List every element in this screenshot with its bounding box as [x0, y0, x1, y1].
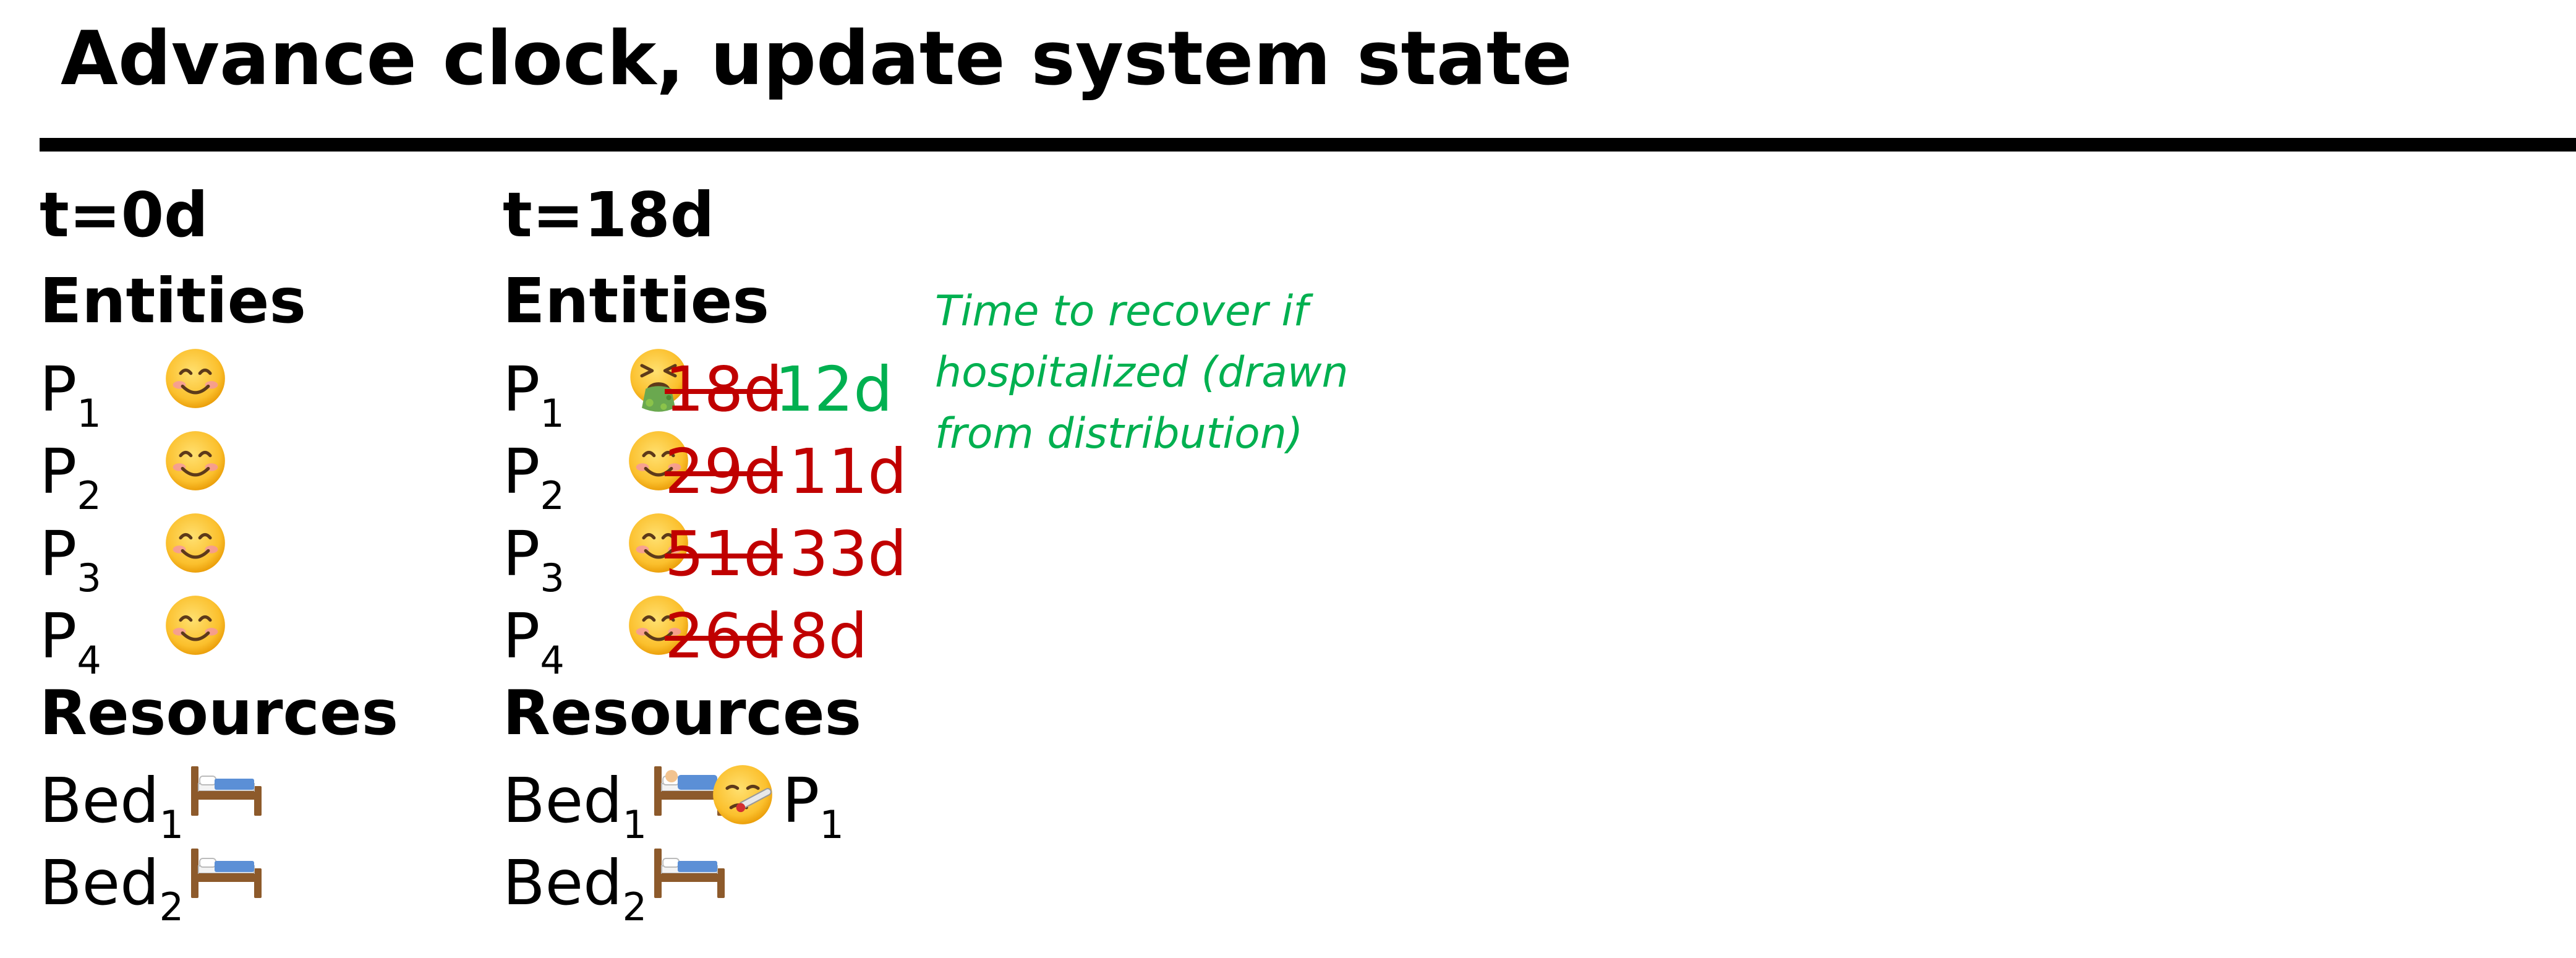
- time-label: t=0d: [40, 179, 208, 251]
- bed-occupant-label: P1: [782, 764, 844, 847]
- entity-label: P3: [503, 518, 565, 601]
- previous-recovery-time: 29d: [665, 435, 783, 508]
- updated-recovery-time: 12d: [775, 353, 893, 426]
- page-title: Advance clock, update system state: [61, 16, 1572, 102]
- smiling-face-icon: [629, 596, 688, 655]
- time-label: t=18d: [503, 179, 715, 251]
- previous-recovery-time: 18d: [665, 353, 783, 426]
- updated-recovery-time: 8d: [789, 600, 868, 672]
- smiling-face-icon: [629, 513, 688, 573]
- updated-recovery-time: 11d: [789, 435, 907, 508]
- bed-icon: [191, 766, 262, 816]
- bed-icon: [654, 849, 725, 898]
- smiling-face-icon: [166, 513, 225, 573]
- resources-heading: Resources: [40, 677, 399, 749]
- entity-label: P2: [40, 435, 101, 518]
- bed-icon: [191, 849, 262, 898]
- entities-heading: Entities: [503, 265, 770, 337]
- smiling-face-icon: [166, 349, 225, 408]
- updated-recovery-time: 33d: [789, 518, 907, 590]
- previous-recovery-time: 51d: [665, 518, 783, 590]
- previous-recovery-time: 26d: [665, 600, 783, 672]
- recovery-time-note: Time to recover if hospitalized (drawn f…: [935, 287, 1349, 458]
- resource-label: Bed2: [40, 847, 184, 930]
- bed-with-sleeper-icon: [654, 766, 725, 816]
- smiling-face-icon: [166, 431, 225, 490]
- resource-label: Bed2: [503, 847, 647, 930]
- resources-heading: Resources: [503, 677, 862, 749]
- resource-label: Bed1: [503, 764, 647, 847]
- entity-label: P3: [40, 518, 101, 601]
- entity-label: P1: [503, 353, 565, 436]
- entity-label: P4: [40, 600, 101, 683]
- face-with-thermometer-icon: [713, 765, 772, 824]
- entities-heading: Entities: [40, 265, 307, 337]
- entity-label: P4: [503, 600, 565, 683]
- title-divider: [40, 138, 2576, 152]
- resource-label: Bed1: [40, 764, 184, 847]
- smiling-face-icon: [629, 431, 688, 490]
- entity-label: P2: [503, 435, 565, 518]
- smiling-face-icon: [166, 596, 225, 655]
- entity-label: P1: [40, 353, 101, 436]
- vomiting-face-icon: [630, 349, 687, 412]
